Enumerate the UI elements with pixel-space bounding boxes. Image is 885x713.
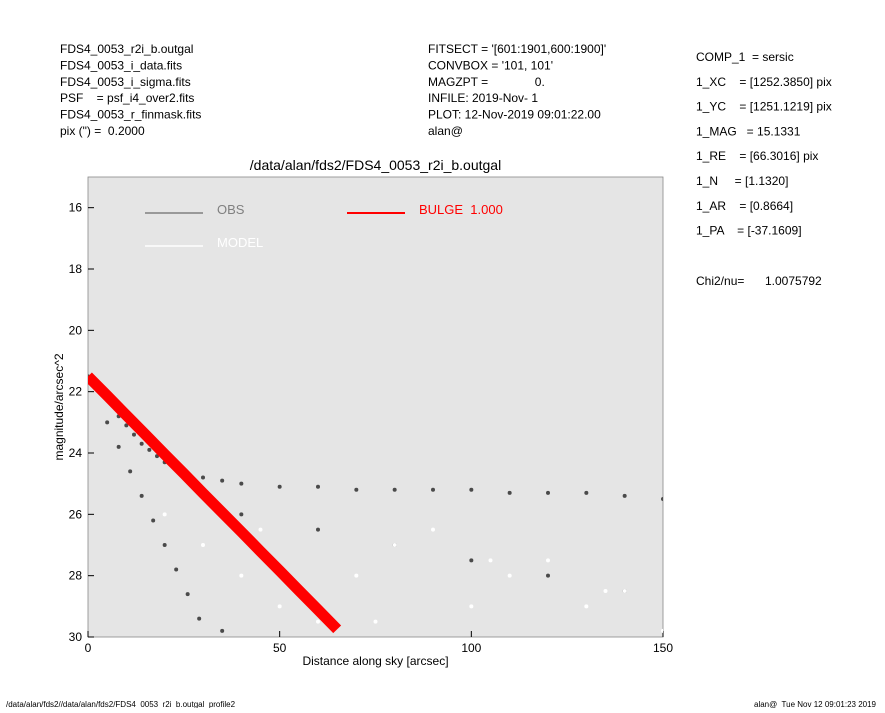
x-axis-label: Distance along sky [arcsec] — [302, 654, 448, 668]
plot-area — [87, 176, 664, 638]
header-right-line: 1_N = [1.1320] — [696, 174, 788, 188]
header-left-line: FDS4_0053_r_finmask.fits — [60, 108, 201, 122]
data-point — [147, 447, 152, 452]
data-point — [132, 432, 136, 437]
x-tick-label: 0 — [85, 641, 92, 655]
data-point — [661, 497, 663, 501]
header-middle-line: FITSECT = '[601:1901,600:1900]' — [428, 42, 606, 56]
header-left-line: PSF = psf_i4_over2.fits — [60, 91, 194, 105]
header-left-line: FDS4_0053_i_data.fits — [60, 58, 182, 72]
data-point — [162, 512, 167, 517]
y-tick-label: 28 — [69, 569, 83, 583]
data-point — [431, 527, 435, 532]
legend-label: OBS — [217, 202, 245, 217]
data-point — [316, 527, 320, 532]
data-point — [622, 493, 627, 498]
data-point — [373, 619, 378, 624]
y-tick-label: 26 — [69, 507, 83, 521]
data-point — [546, 558, 550, 563]
data-point — [124, 423, 129, 428]
data-point — [661, 628, 663, 633]
data-point — [220, 628, 225, 633]
header-right-line: 1_PA = [-37.1609] — [696, 224, 802, 238]
header-left-line: pix (") = 0.2000 — [60, 124, 145, 138]
y-tick-label: 18 — [69, 262, 83, 276]
data-point — [584, 490, 589, 495]
data-point — [174, 567, 179, 572]
data-point — [239, 481, 244, 486]
data-point — [622, 589, 627, 593]
y-tick-label: 30 — [69, 630, 83, 644]
chi-label: Chi2/nu= — [696, 274, 744, 288]
header-right-line: 1_RE = [66.3016] pix — [696, 149, 818, 163]
data-point — [354, 487, 359, 492]
y-tick-label: 22 — [69, 385, 83, 399]
y-tick-label: 16 — [69, 201, 83, 215]
data-point — [392, 543, 397, 547]
data-point — [105, 420, 110, 425]
data-point — [316, 484, 320, 489]
data-point — [116, 444, 121, 449]
data-point — [546, 573, 550, 578]
data-point — [128, 469, 133, 474]
y-tick-label: 24 — [69, 446, 83, 460]
data-point — [197, 616, 202, 621]
header-right-line: 1_YC = [1251.1219] pix — [696, 100, 832, 114]
header-left-line: FDS4_0053_i_sigma.fits — [60, 75, 191, 89]
data-point — [488, 558, 493, 563]
data-point — [139, 493, 144, 498]
x-tick-label: 50 — [273, 641, 287, 655]
header-middle-line: PLOT: 12-Nov-2019 09:01:22.00 — [428, 108, 601, 122]
data-point — [584, 604, 589, 609]
data-point — [392, 487, 397, 492]
data-point — [139, 441, 144, 446]
bulge-band — [88, 372, 342, 634]
x-tick-label: 100 — [461, 641, 481, 655]
y-tick-label: 20 — [69, 323, 83, 337]
data-point — [151, 518, 156, 523]
header-middle-line: alan@ — [428, 124, 463, 138]
data-point — [431, 487, 435, 492]
data-point — [603, 589, 608, 593]
data-point — [316, 619, 320, 624]
header-right-line: 1_XC = [1252.3850] pix — [696, 75, 832, 89]
data-point — [507, 573, 512, 578]
data-point — [185, 592, 190, 597]
data-point — [469, 487, 474, 492]
data-point — [258, 527, 263, 532]
data-point — [201, 475, 205, 480]
y-axis-label: magnitude/arcsec^2 — [52, 353, 66, 460]
data-point — [469, 604, 474, 609]
data-point — [469, 558, 474, 563]
header-right-line: COMP_1 = sersic — [696, 50, 794, 64]
data-point — [546, 490, 550, 495]
data-point — [162, 543, 167, 547]
data-point — [277, 484, 282, 489]
header-left-line: FDS4_0053_r2i_b.outgal — [60, 42, 193, 56]
chi-value: 1.0075792 — [765, 274, 822, 288]
header-middle-line: MAGZPT = 0. — [428, 75, 545, 89]
legend-label: BULGE 1.000 — [419, 202, 503, 217]
data-point — [507, 490, 512, 495]
chart-title: /data/alan/fds2/FDS4_0053_r2i_b.outgal — [250, 157, 501, 173]
header-middle-line: CONVBOX = '101, 101' — [428, 58, 553, 72]
footer-left: /data/alan/fds2//data/alan/fds2/FDS4_005… — [6, 700, 236, 708]
header-right-line: 1_MAG = 15.1331 — [696, 124, 801, 138]
data-point — [277, 604, 282, 609]
x-tick-label: 150 — [653, 641, 673, 655]
data-point — [220, 478, 225, 483]
data-point — [354, 573, 359, 578]
data-point — [239, 512, 244, 517]
data-point — [239, 573, 244, 578]
header-right-line: 1_AR = [0.8664] — [696, 199, 793, 213]
legend-label: MODEL — [217, 235, 263, 250]
footer-right: alan@ Tue Nov 12 09:01:23 2019 — [754, 700, 877, 708]
data-point — [201, 543, 205, 547]
header-middle-line: INFILE: 2019-Nov- 1 — [428, 91, 538, 105]
